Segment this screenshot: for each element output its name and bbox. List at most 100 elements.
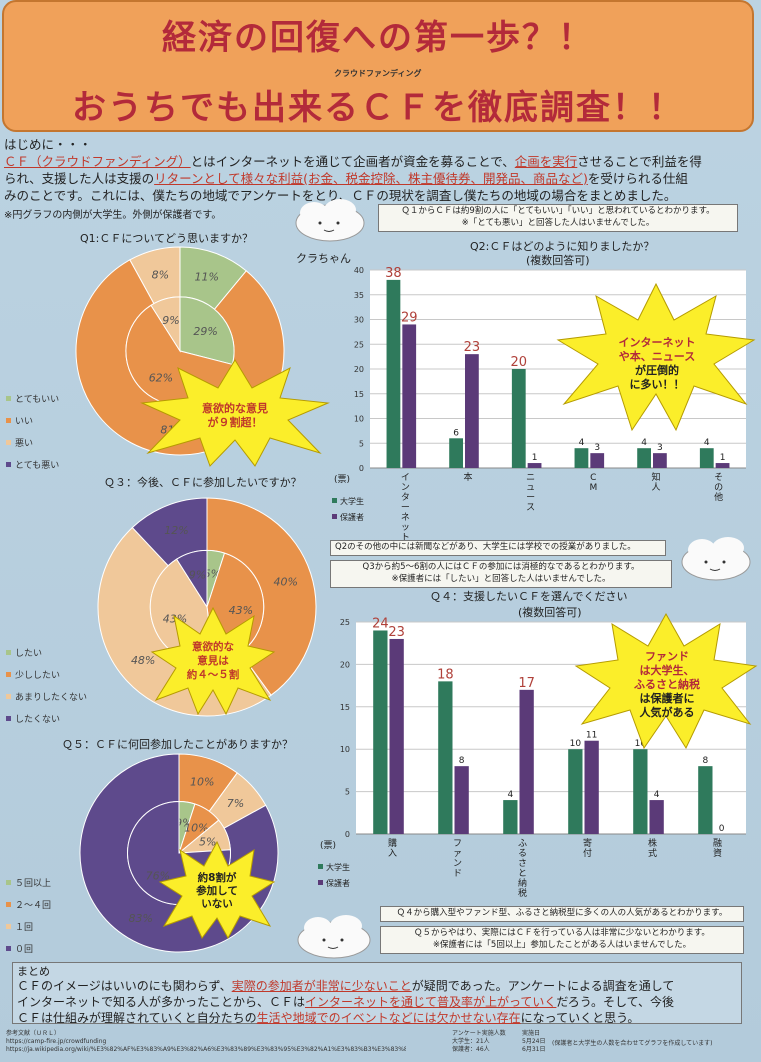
bar (402, 324, 417, 468)
bar-value-label: 17 (518, 676, 535, 691)
bar (519, 689, 534, 834)
callout-q1-line-1: Ｑ１からＣＦは約9割の人に「とてもいい」「いい」と思われているとわかります。 (401, 206, 715, 216)
bar (465, 354, 479, 468)
x-tick-label-group: インターネット (401, 473, 410, 540)
legend-label: 大学生 (326, 862, 350, 872)
legend-label: したくない (15, 715, 61, 725)
x-tick-label: フ (453, 839, 462, 849)
bar-value-label: 6 (453, 428, 459, 438)
intro-emph-return: リターンとして様々な利益 (154, 171, 304, 186)
q5-star-line: 参加して (196, 885, 238, 897)
x-tick-label-group: 株式 (648, 837, 657, 859)
bar (699, 448, 714, 468)
x-tick-label: 納 (518, 877, 527, 889)
legend-label: 保護者 (326, 878, 350, 888)
summary-line-3: ＣＦは仕組みが理解されていくと自分たちの生活や地域でのイベントなどには欠かせない… (17, 1010, 737, 1026)
x-tick-label: ン (453, 859, 462, 869)
q3-legend: したい 少ししたい あまりしたくない したくない (6, 646, 87, 734)
x-tick-label-group: CM (589, 473, 597, 493)
intro-text-1d: させることで利益を得 (577, 154, 702, 169)
footer-survey-title: アンケート実施人数 (452, 1030, 506, 1037)
summary-emph: インターネットを通じて普及率が上がっていく (305, 995, 557, 1009)
x-tick-label: 本 (463, 471, 472, 483)
x-tick-label: タ (401, 492, 410, 503)
bar (527, 463, 542, 468)
legend-item: ２～４回 (6, 898, 51, 911)
legend-item: いい (6, 414, 59, 427)
footer-ref-link[interactable]: https://camp-fire.jp/crowdfunding (6, 1038, 107, 1045)
q3-star-line: 約４～５割 (186, 669, 240, 681)
x-tick-label: ネ (401, 512, 410, 523)
bar-value-label: 29 (401, 310, 418, 325)
bar-value-label: 3 (657, 443, 663, 453)
callout-q1: Ｑ１からＣＦは約9割の人に「とてもいい」「いい」と思われているとわかります。 ※… (378, 204, 738, 232)
pie-note: ※円グラフの内側が大学生。外側が保護者です。 (4, 210, 222, 221)
legend-swatch (6, 902, 11, 907)
q4-star-line: 人気がある (639, 706, 695, 719)
q2-star-burst (556, 282, 756, 432)
bar-value-label: 8 (459, 756, 465, 766)
bar-value-label: 20 (510, 355, 527, 370)
x-tick-label: と (518, 868, 527, 879)
legend-swatch (6, 946, 11, 951)
y-tick-label: 30 (354, 316, 364, 325)
legend-label: 少ししたい (15, 671, 61, 681)
q5-star-line: 約8割が (197, 872, 237, 884)
pie-slice-label: 10% (190, 775, 214, 788)
cloud-mascot-icon (681, 537, 751, 581)
bar (584, 740, 599, 834)
x-tick-label: 知 (651, 471, 660, 483)
q1-title: Q1:ＣＦについてどう思いますか？ (80, 232, 254, 245)
cloud-mascot-icon (295, 199, 365, 242)
x-tick-label-group: 本 (463, 471, 472, 483)
legend-swatch (6, 672, 11, 677)
pie-slice-label: 62% (149, 371, 173, 384)
intro-emph-cf: ＣＦ（クラウドファンディング） (4, 154, 191, 169)
x-tick-label: そ (714, 472, 723, 483)
callout-q1-line-2: ※「とても悪い」と回答した人はいませんでした。 (461, 218, 655, 228)
y-tick-label: 5 (345, 788, 350, 797)
page-subtitle: おうちでも出来るＣＦを徹底調査！！ (72, 88, 684, 128)
bar-value-label: 8 (702, 756, 708, 766)
legend-swatch (6, 650, 11, 655)
legend-swatch (6, 462, 11, 467)
footer-date: 実施日 5月24日 6月31日 (522, 1030, 545, 1054)
intro-emph-plan: 企画を実行 (514, 154, 578, 169)
bar-value-label: 4 (704, 438, 710, 448)
bar (590, 453, 605, 468)
legend-label: １回 (15, 923, 34, 933)
footer-ref-link[interactable]: https://ja.wikipedia.org/wiki/%E3%82%AF%… (6, 1046, 406, 1053)
x-tick-label: ン (401, 483, 410, 493)
x-tick-label-group: 購入 (388, 837, 397, 859)
callout-q5: Ｑ５からやはり、実際にはＣＦを行っている人は非常に少ないとわかります。 ※保護者… (380, 926, 744, 954)
legend-label: とてもいい (15, 395, 60, 405)
q1-star-burst (140, 359, 330, 467)
y-tick-label: 20 (340, 660, 350, 669)
bar-value-label: 10 (570, 739, 582, 749)
callout-q4: Ｑ４から購入型やファンド型、ふるさと納税型に多くの人の人気があるとわかります。 (380, 906, 744, 922)
bar-value-label: 38 (385, 266, 402, 281)
x-tick-label: 人 (651, 482, 660, 493)
legend-item: したい (6, 646, 87, 659)
bar (438, 681, 453, 834)
legend-label: 大学生 (340, 496, 364, 506)
bar (649, 800, 664, 834)
bar-value-label: 1 (532, 453, 538, 463)
footer-date-value: 5月24日 (522, 1038, 546, 1045)
legend-swatch (332, 514, 337, 519)
summary-text: だろう。そして、今後 (556, 995, 675, 1009)
pie-slice-label: 48% (131, 654, 155, 667)
intro-line-1: ＣＦ（クラウドファンディング）とはインターネットを通じて企画者が資金を募ることで… (4, 153, 749, 170)
q1-star-line: 意欲的な意見 (202, 402, 268, 415)
y-tick-label: 5 (359, 439, 364, 448)
callout-q5-line-2: ※保護者には「5回以上」参加したことがある人はいませんでした。 (432, 940, 692, 950)
pie-slice-inner (150, 296, 181, 353)
bar (715, 463, 730, 468)
legend-swatch (6, 396, 11, 401)
callout-q3: Q3から約5～6割の人にはＣＦの参加には消極的なであるとわかります。 ※保護者に… (330, 560, 672, 588)
q4-star-line: は保護者に (639, 692, 695, 705)
q4-star-line: は大学生、 (639, 664, 695, 677)
y-axis-label: (票) (334, 474, 350, 485)
legend-label: とても悪い (15, 461, 60, 471)
legend-swatch (6, 418, 11, 423)
